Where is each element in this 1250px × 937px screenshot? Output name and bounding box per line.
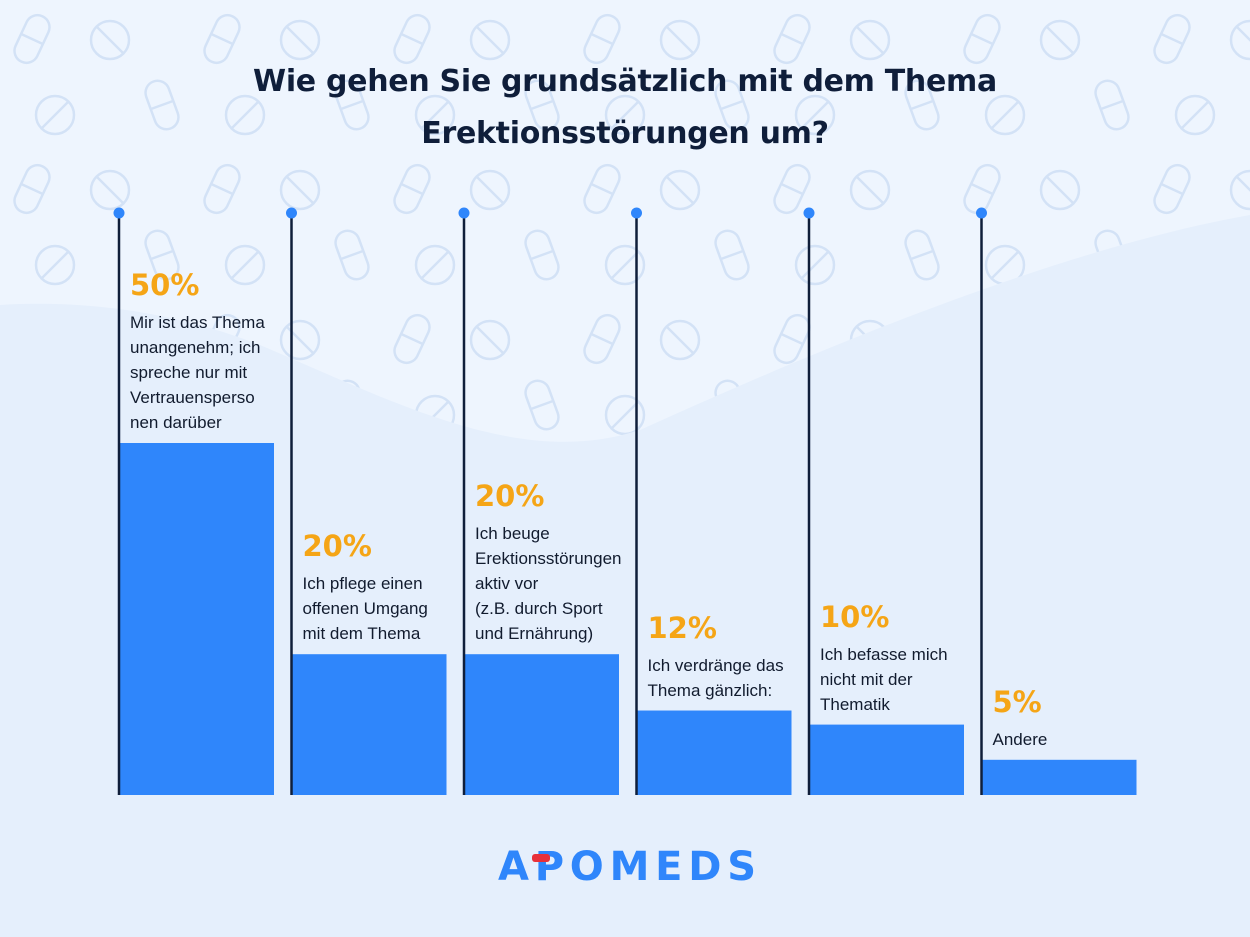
apomeds-logo: APOMEDS [498, 844, 756, 890]
bar-5 [808, 724, 964, 795]
category-label-3: Ich beuge Erektionsstörungen aktiv vor (… [475, 524, 622, 644]
logo-accent-mark [532, 854, 550, 862]
bar-6 [980, 759, 1137, 795]
category-label-1: Mir ist das Thema unangenehm; ich sprech… [130, 313, 265, 432]
data-label-3: 20% [475, 479, 545, 514]
bar-guide-dot-1 [113, 207, 125, 219]
data-label-5: 10% [820, 599, 890, 634]
category-label-6: Andere [992, 729, 1048, 749]
bar-guide-dot-6 [976, 207, 987, 219]
chart-title-line-2: Erektionsstörungen um? [421, 116, 829, 151]
category-label-2: Ich pflege einen offenen Umgang mit dem … [302, 574, 428, 644]
bar-2 [290, 654, 447, 795]
bar-guide-dot-2 [286, 207, 297, 219]
data-label-6: 5% [992, 684, 1042, 719]
data-label-2: 20% [302, 529, 372, 564]
category-label-4: Ich verdränge das Thema gänzlich: [647, 655, 784, 700]
bar-guide-dot-5 [803, 207, 815, 219]
bar-guide-dot-4 [631, 207, 642, 219]
bar-3 [463, 654, 619, 795]
category-label-5: Ich befasse mich nicht mit der Thematik [820, 644, 948, 714]
chart-title-line-1: Wie gehen Sie grundsätzlich mit dem Them… [253, 64, 997, 99]
data-label-4: 12% [647, 610, 717, 645]
bar-4 [635, 710, 792, 795]
data-label-1: 50% [130, 268, 200, 302]
logo-text: APOMEDS [498, 844, 756, 890]
chart-title: Wie gehen Sie grundsätzlich mit dem Them… [0, 56, 1250, 160]
bar-guide-dot-3 [458, 207, 470, 219]
bar-1 [118, 443, 274, 795]
